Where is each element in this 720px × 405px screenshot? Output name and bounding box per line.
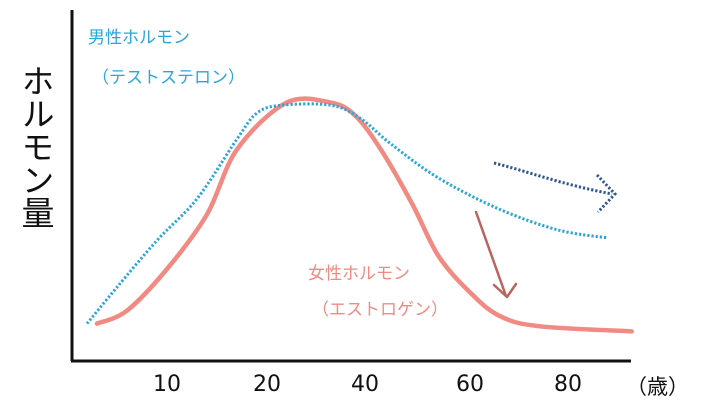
x-tick-label: 20 <box>253 372 281 397</box>
male-hormone-line <box>85 102 608 325</box>
male-series-sublabel: （テストステロン） <box>92 68 245 88</box>
y-axis-label: ホルモン量 <box>16 64 55 229</box>
male-series-label: 男性ホルモン <box>88 28 190 48</box>
x-axis-unit-label: （歳） <box>626 375 689 399</box>
decline-arrow-female-head <box>492 282 518 299</box>
x-tick-label: 60 <box>456 372 484 397</box>
female-series-label: 女性ホルモン <box>308 264 410 284</box>
x-tick-label: 80 <box>554 372 582 397</box>
decline-arrow-male-shaft <box>493 161 613 196</box>
x-tick-label: 10 <box>153 372 181 397</box>
female-series-sublabel: （エストロゲン） <box>312 300 448 320</box>
decline-arrow-male-head <box>595 173 618 214</box>
decline-arrow-female-shaft <box>474 210 508 298</box>
x-tick-label: 40 <box>351 372 379 397</box>
